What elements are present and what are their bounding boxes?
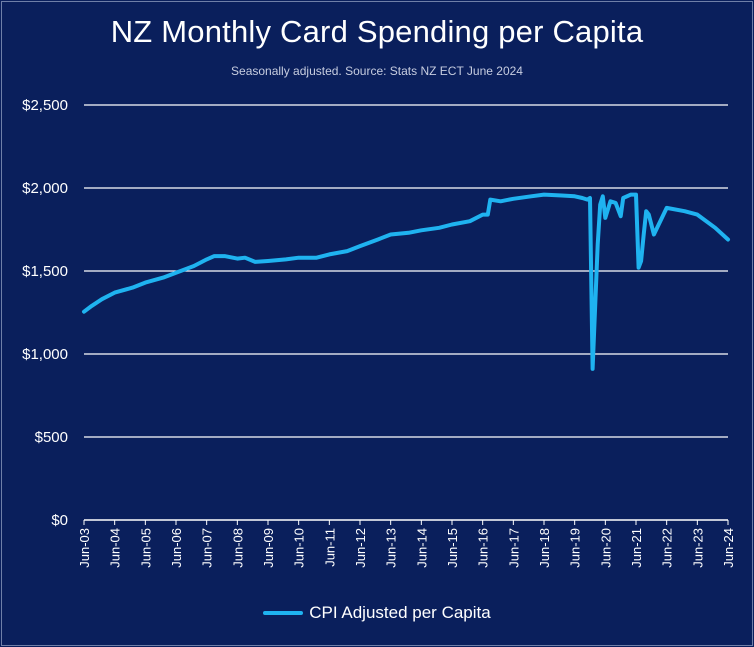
legend-swatch xyxy=(263,611,304,615)
y-tick-label: $2,000 xyxy=(22,180,68,197)
chart-title: NZ Monthly Card Spending per Capita xyxy=(110,14,644,49)
x-tick-label: Jun-08 xyxy=(230,528,245,568)
x-tick-label: Jun-13 xyxy=(384,528,399,568)
legend: CPI Adjusted per Capita xyxy=(0,603,754,623)
series-line xyxy=(82,192,730,371)
x-tick-label: Jun-20 xyxy=(598,528,613,568)
y-tick-label: $2,500 xyxy=(22,97,68,114)
x-tick-label: Jun-06 xyxy=(169,528,184,568)
x-tick-label: Jun-04 xyxy=(108,528,123,568)
x-tick-label: Jun-15 xyxy=(445,528,460,568)
x-tick-label: Jun-17 xyxy=(506,528,521,568)
chart-plot: $0 $500 $1,000 $1,500 $2,000 $2,500 Jun-03 Jun… xyxy=(22,97,736,568)
x-tick-label: Jun-19 xyxy=(568,528,583,568)
x-tick-label: Jun-18 xyxy=(537,528,552,568)
x-tick-label: Jun-10 xyxy=(292,528,307,568)
x-tick-label: Jun-14 xyxy=(414,528,429,568)
x-tick-label: Jun-05 xyxy=(138,528,153,568)
y-tick-label: $500 xyxy=(35,429,68,446)
x-tick-label: Jun-09 xyxy=(261,528,276,568)
y-tick-label: $1,000 xyxy=(22,346,68,363)
chart-subtitle: Seasonally adjusted. Source: Stats NZ EC… xyxy=(231,64,523,78)
legend-label: CPI Adjusted per Capita xyxy=(309,603,491,622)
x-tick-label: Jun-22 xyxy=(660,528,675,568)
x-tick-label: Jun-03 xyxy=(77,528,92,568)
y-tick-label: $1,500 xyxy=(22,263,68,280)
x-tick-label: Jun-21 xyxy=(629,528,644,568)
y-tick-label: $0 xyxy=(51,512,68,529)
x-tick-label: Jun-24 xyxy=(721,528,736,568)
x-tick-label: Jun-12 xyxy=(353,528,368,568)
x-tick-label: Jun-16 xyxy=(476,528,491,568)
x-tick-label: Jun-11 xyxy=(322,528,337,567)
x-tick-label: Jun-23 xyxy=(690,528,705,568)
x-tick-label: Jun-07 xyxy=(200,528,215,568)
